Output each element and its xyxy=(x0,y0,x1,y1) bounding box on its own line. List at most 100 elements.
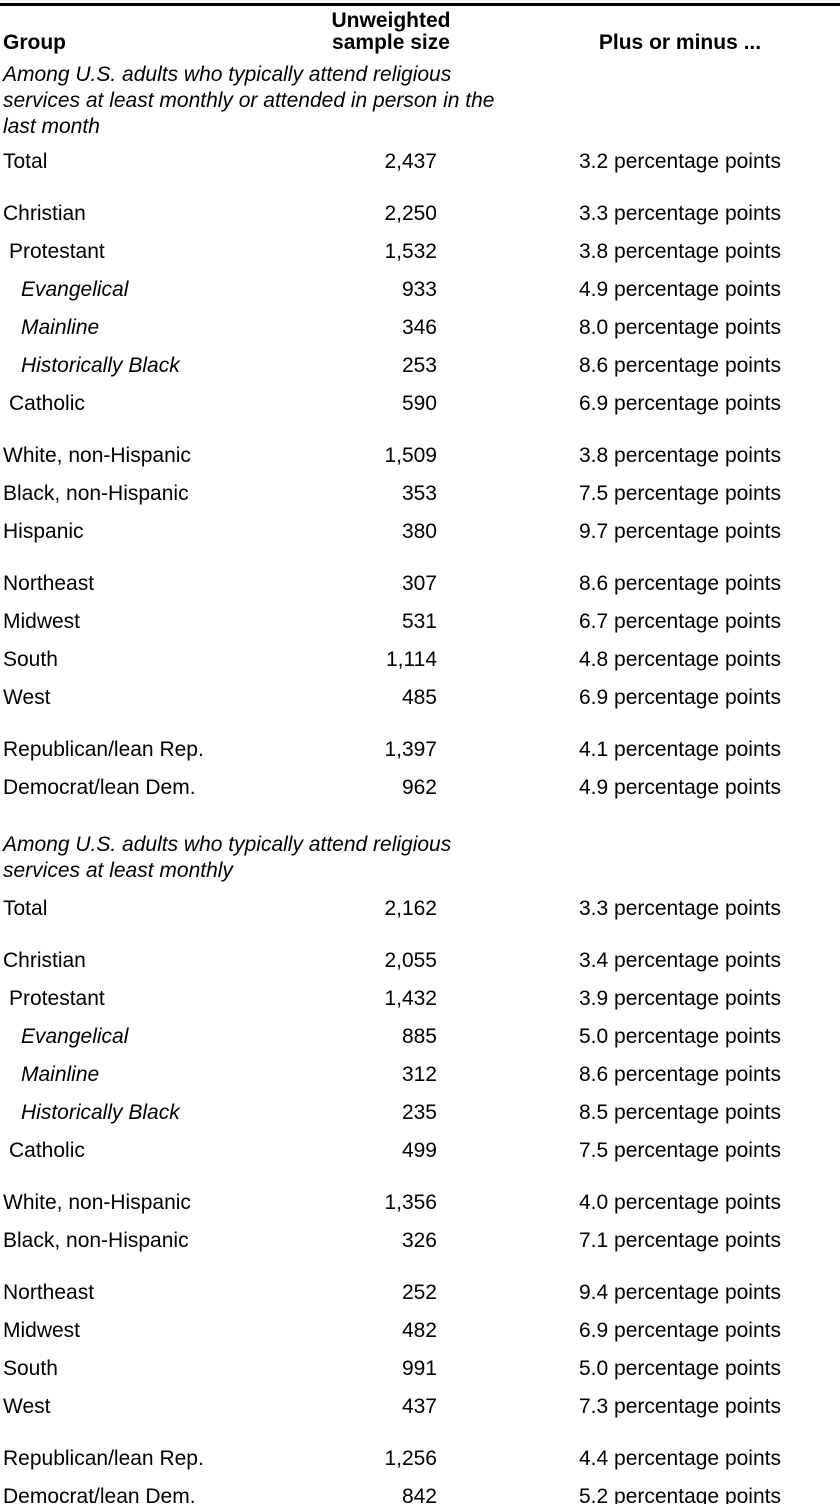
section-rows: Total 2,162 3.3 percentage points Christ… xyxy=(0,890,840,1504)
row-sample-size: 380 xyxy=(401,520,437,543)
row-margin-of-error: 4.1 percentage points xyxy=(579,738,781,761)
row-margin-of-error: 8.6 percentage points xyxy=(579,354,781,377)
row-group-label: South xyxy=(3,648,58,671)
row-group-label: Northeast xyxy=(3,1281,95,1304)
row-group-label: Hispanic xyxy=(3,520,84,543)
table-row: Democrat/lean Dem. 962 4.9 percentage po… xyxy=(0,769,840,807)
column-header-plus-or-minus: Plus or minus ... xyxy=(598,31,762,54)
row-group-label: Protestant xyxy=(9,987,105,1010)
row-group-label: White, non-Hispanic xyxy=(3,1191,191,1214)
row-group-label: Historically Black xyxy=(21,354,180,377)
table-row: West 485 6.9 percentage points xyxy=(0,679,840,717)
table-row: Northeast 252 9.4 percentage points xyxy=(0,1274,840,1312)
table-row: Black, non-Hispanic 353 7.5 percentage p… xyxy=(0,475,840,513)
row-margin-of-error: 7.5 percentage points xyxy=(579,482,781,505)
table-row: Hispanic 380 9.7 percentage points xyxy=(0,513,840,551)
row-group-label: Catholic xyxy=(9,392,85,415)
row-margin-of-error: 6.9 percentage points xyxy=(579,686,781,709)
table-row: Historically Black 253 8.6 percentage po… xyxy=(0,347,840,385)
row-margin-of-error: 6.9 percentage points xyxy=(579,1319,781,1342)
table-row: Christian 2,250 3.3 percentage points xyxy=(0,195,840,233)
row-sample-size: 885 xyxy=(401,1025,437,1048)
row-sample-size: 252 xyxy=(401,1281,437,1304)
row-sample-size: 1,256 xyxy=(384,1447,437,1470)
row-group-label: Democrat/lean Dem. xyxy=(3,776,196,799)
row-group-label: Protestant xyxy=(9,240,105,263)
row-sample-size: 933 xyxy=(401,278,437,301)
row-margin-of-error: 8.5 percentage points xyxy=(579,1101,781,1124)
table-row: West 437 7.3 percentage points xyxy=(0,1388,840,1426)
row-sample-size: 326 xyxy=(401,1229,437,1252)
table-row: White, non-Hispanic 1,509 3.8 percentage… xyxy=(0,437,840,475)
table-row: Historically Black 235 8.5 percentage po… xyxy=(0,1094,840,1132)
row-sample-size: 253 xyxy=(401,354,437,377)
row-group-label: West xyxy=(3,1395,51,1418)
table-header: Group Unweighted sample size Plus or min… xyxy=(0,6,840,56)
row-margin-of-error: 5.0 percentage points xyxy=(579,1025,781,1048)
table-row: Christian 2,055 3.4 percentage points xyxy=(0,942,840,980)
row-sample-size: 1,114 xyxy=(386,648,437,671)
row-margin-of-error: 4.4 percentage points xyxy=(579,1447,781,1470)
row-margin-of-error: 4.9 percentage points xyxy=(579,776,781,799)
table-row: South 991 5.0 percentage points xyxy=(0,1350,840,1388)
section-note: Among U.S. adults who typically attend r… xyxy=(3,63,495,138)
row-group-label: Catholic xyxy=(9,1139,85,1162)
row-sample-size: 1,397 xyxy=(384,738,437,761)
table-row: Evangelical 885 5.0 percentage points xyxy=(0,1018,840,1056)
row-group-label: Republican/lean Rep. xyxy=(3,738,204,761)
row-margin-of-error: 9.4 percentage points xyxy=(579,1281,781,1304)
row-group-label: Historically Black xyxy=(21,1101,180,1124)
table-row: Northeast 307 8.6 percentage points xyxy=(0,565,840,603)
row-sample-size: 2,055 xyxy=(384,949,437,972)
row-margin-of-error: 6.7 percentage points xyxy=(579,610,781,633)
column-header-sample-size: Unweighted sample size xyxy=(331,9,451,54)
row-group-label: Evangelical xyxy=(21,1025,129,1048)
row-sample-size: 1,432 xyxy=(384,987,437,1010)
row-sample-size: 2,250 xyxy=(384,202,437,225)
row-sample-size: 482 xyxy=(401,1319,437,1342)
row-sample-size: 235 xyxy=(401,1101,437,1124)
table-row: Republican/lean Rep. 1,397 4.1 percentag… xyxy=(0,731,840,769)
table-row: Mainline 312 8.6 percentage points xyxy=(0,1056,840,1094)
row-margin-of-error: 3.9 percentage points xyxy=(579,987,781,1010)
row-sample-size: 437 xyxy=(401,1395,437,1418)
row-sample-size: 312 xyxy=(401,1063,437,1086)
row-margin-of-error: 7.5 percentage points xyxy=(579,1139,781,1162)
row-sample-size: 590 xyxy=(401,392,437,415)
row-sample-size: 991 xyxy=(401,1357,437,1380)
row-sample-size: 2,437 xyxy=(384,150,437,173)
row-margin-of-error: 3.8 percentage points xyxy=(579,444,781,467)
row-sample-size: 485 xyxy=(401,686,437,709)
table-row: South 1,114 4.8 percentage points xyxy=(0,641,840,679)
table-row: Black, non-Hispanic 326 7.1 percentage p… xyxy=(0,1222,840,1260)
row-margin-of-error: 4.9 percentage points xyxy=(579,278,781,301)
row-group-label: Total xyxy=(3,897,48,920)
row-sample-size: 346 xyxy=(401,316,437,339)
table-body: Among U.S. adults who typically attend r… xyxy=(0,62,840,1504)
row-sample-size: 1,509 xyxy=(384,444,437,467)
row-group-label: West xyxy=(3,686,51,709)
row-sample-size: 1,532 xyxy=(384,240,437,263)
row-sample-size: 1,356 xyxy=(384,1191,437,1214)
row-margin-of-error: 4.0 percentage points xyxy=(579,1191,781,1214)
row-margin-of-error: 7.1 percentage points xyxy=(579,1229,781,1252)
row-group-label: Evangelical xyxy=(21,278,129,301)
row-sample-size: 307 xyxy=(401,572,437,595)
row-group-label: Mainline xyxy=(21,1063,100,1086)
table-row: Republican/lean Rep. 1,256 4.4 percentag… xyxy=(0,1440,840,1478)
column-header-group: Group xyxy=(3,31,66,54)
row-margin-of-error: 6.9 percentage points xyxy=(579,392,781,415)
row-margin-of-error: 3.8 percentage points xyxy=(579,240,781,263)
table-row: Protestant 1,532 3.8 percentage points xyxy=(0,233,840,271)
table-row: Evangelical 933 4.9 percentage points xyxy=(0,271,840,309)
table-row: Total 2,437 3.2 percentage points xyxy=(0,143,840,181)
table-row: Total 2,162 3.3 percentage points xyxy=(0,890,840,928)
row-margin-of-error: 8.6 percentage points xyxy=(579,1063,781,1086)
table-row: Mainline 346 8.0 percentage points xyxy=(0,309,840,347)
row-sample-size: 499 xyxy=(401,1139,437,1162)
row-group-label: Midwest xyxy=(3,1319,81,1342)
section-rows: Total 2,437 3.2 percentage points Christ… xyxy=(0,143,840,807)
row-group-label: Democrat/lean Dem. xyxy=(3,1485,196,1504)
table-row: Protestant 1,432 3.9 percentage points xyxy=(0,980,840,1018)
row-margin-of-error: 3.3 percentage points xyxy=(579,202,781,225)
